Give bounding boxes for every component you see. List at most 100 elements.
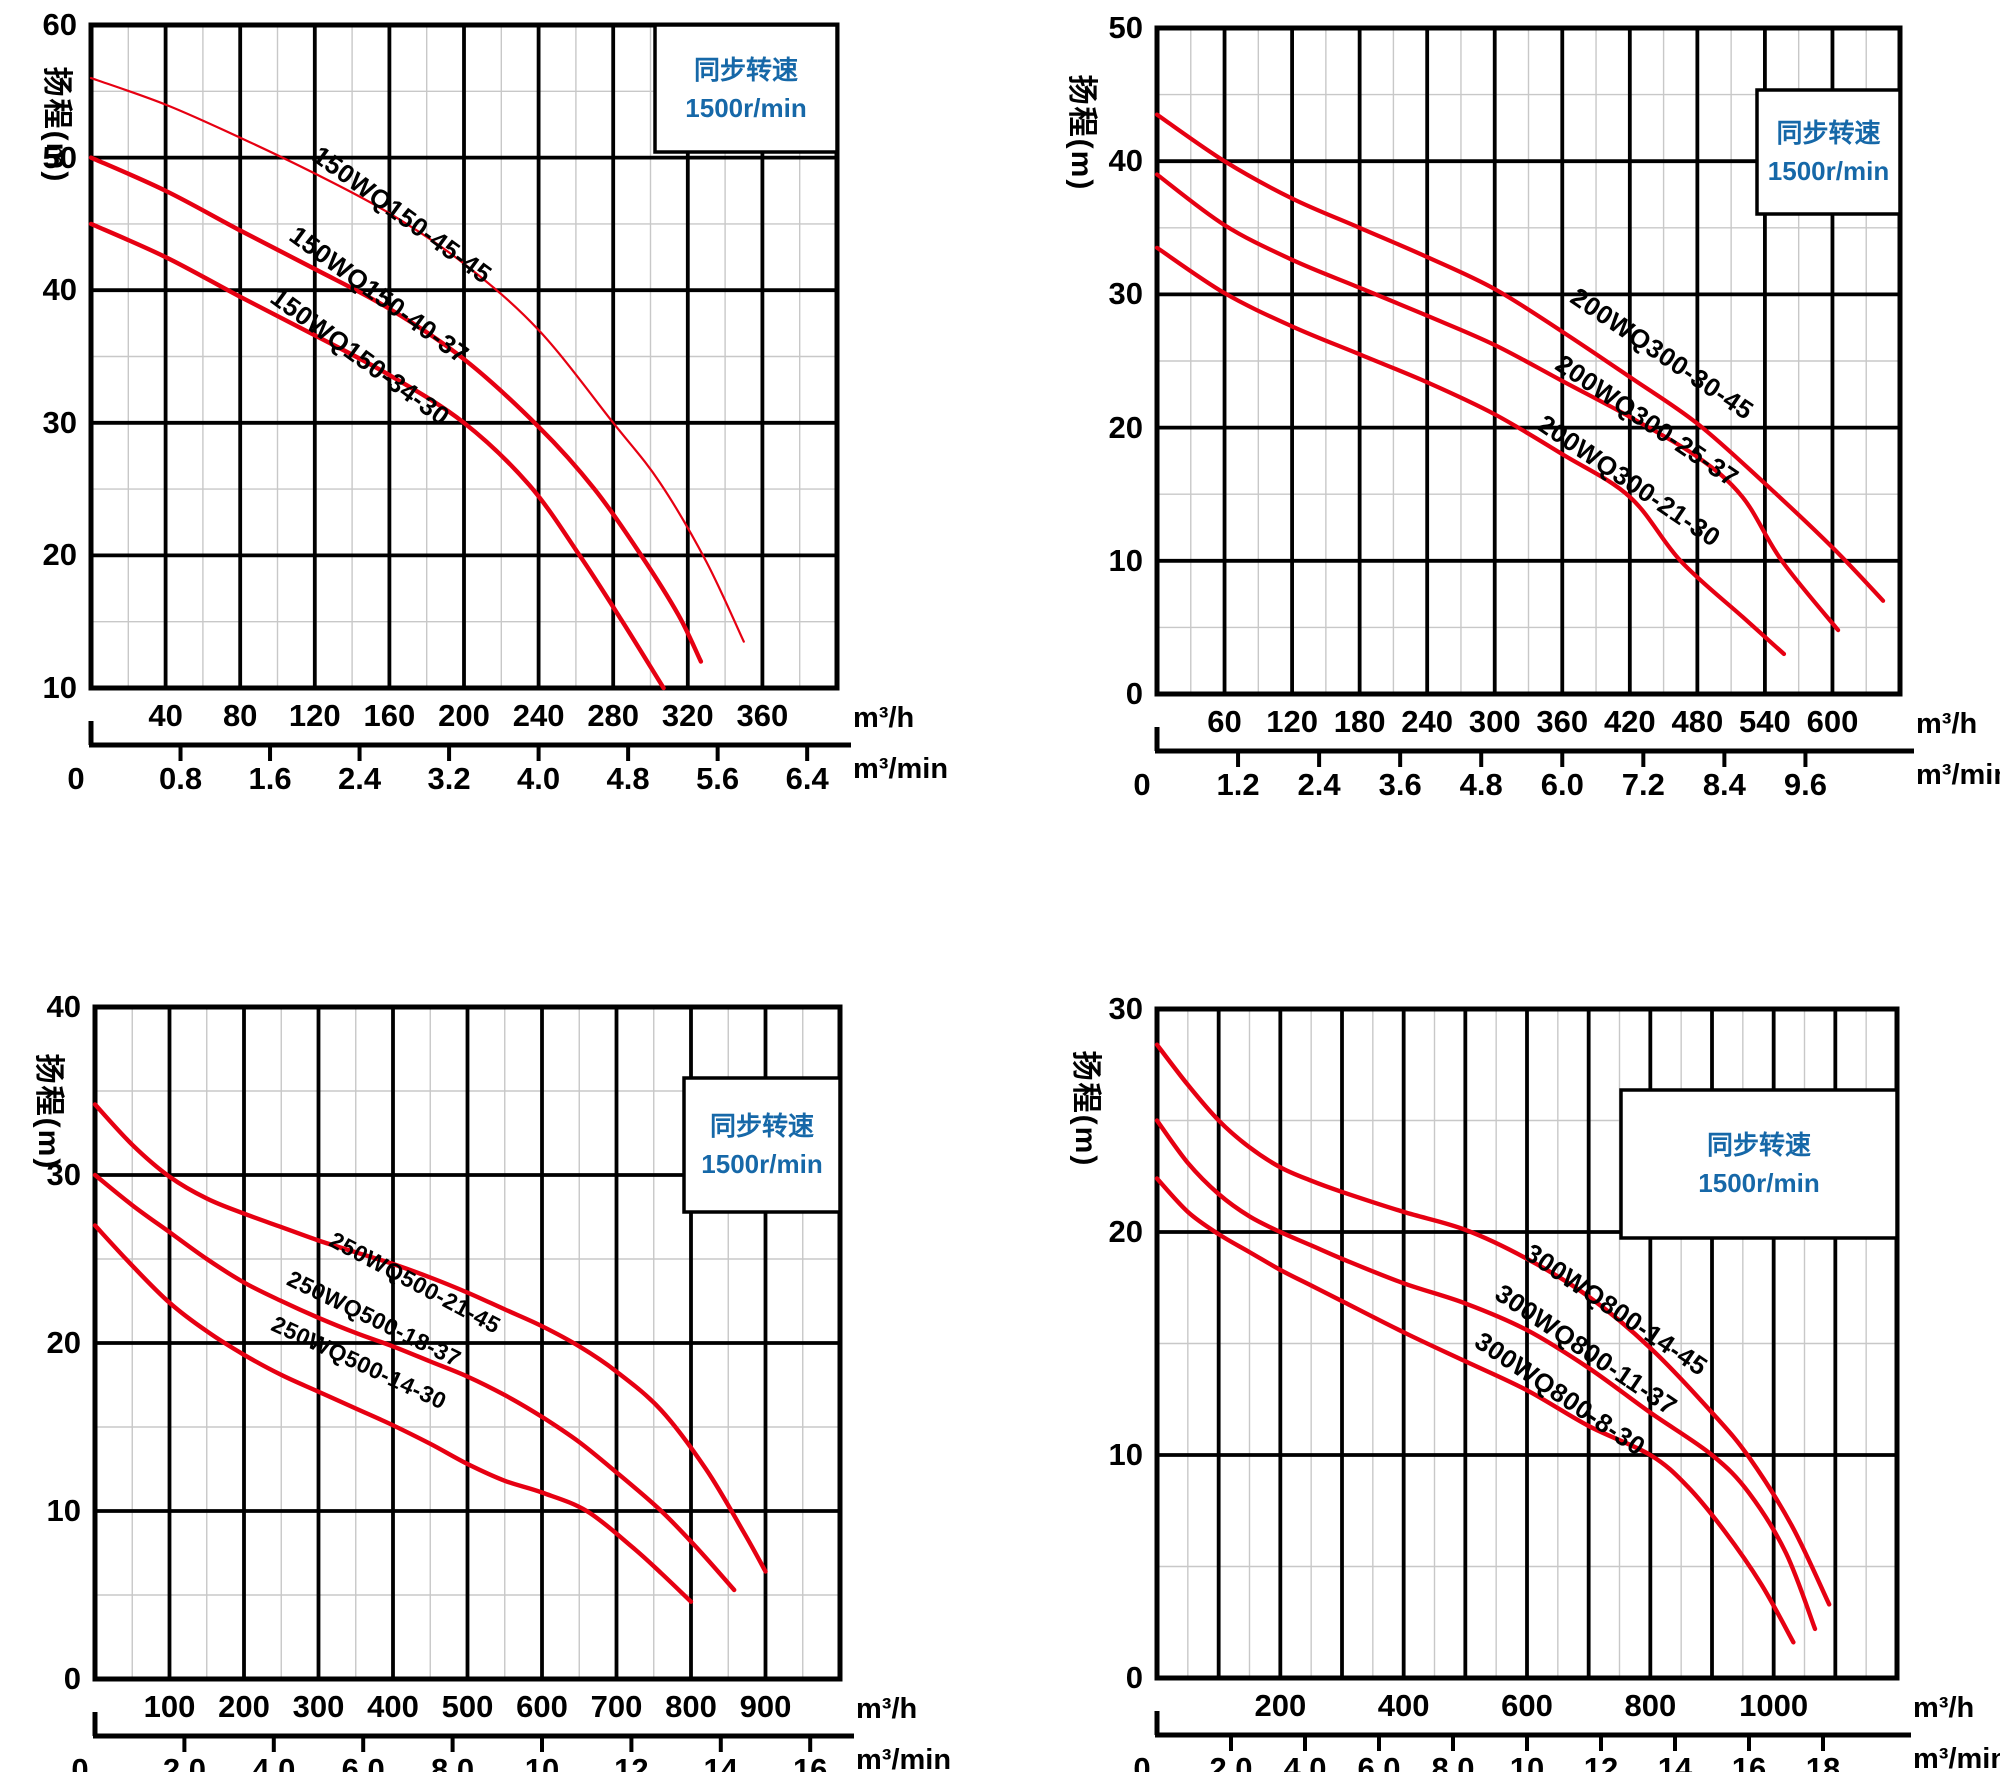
pump-curve-250WQ500-21-45	[92, 1102, 768, 1574]
x-tick-label-m3h: 200	[438, 698, 490, 733]
legend-line2: 1500r/min	[1767, 156, 1890, 186]
x-tick-label-m3min: 14	[703, 1752, 739, 1772]
y-tick-label: 40	[46, 989, 81, 1024]
x-tick-label-m3min: 16	[1731, 1751, 1767, 1772]
x-tick-label-m3h: 320	[661, 698, 714, 733]
y-tick-label: 20	[42, 537, 77, 573]
x-tick-label-m3min: 10	[524, 1752, 560, 1772]
x-tick-label-m3min: 8.0	[431, 1752, 475, 1772]
y-tick-label: 50	[42, 139, 77, 175]
x-tick-label-m3min: 14	[1657, 1751, 1693, 1772]
x-tick-label-m3h: 160	[363, 698, 416, 733]
y-tick-label: 10	[1108, 542, 1143, 578]
x-tick-label-m3min: 4.8	[606, 761, 650, 796]
x-tick-label-m3min: 0	[67, 761, 85, 796]
x-tick-label-m3h: 500	[441, 1689, 494, 1724]
x-tick-label-m3h: 360	[736, 698, 789, 733]
x-tick-label-m3h: 240	[512, 698, 565, 733]
y-tick-label: 20	[1108, 409, 1143, 445]
x-tick-label-m3min: 2.0	[162, 1752, 206, 1772]
y-tick-label: 60	[42, 7, 77, 42]
x-tick-label-m3min: 2.0	[1209, 1751, 1253, 1772]
pump-curve-200WQ300-25-37	[1154, 172, 1841, 633]
pump-curve-150WQ150-45-45	[89, 76, 745, 643]
x-tick-label-m3min: 1.6	[248, 761, 292, 796]
y-tick-label: 10	[42, 670, 77, 705]
x-tick-label-m3min: 0	[71, 1752, 89, 1772]
x-unit-m3min: m³/min	[1916, 759, 2000, 791]
legend-box	[653, 23, 839, 154]
x-tick-label-m3min: 0.8	[158, 761, 203, 796]
x-tick-label-m3h: 40	[148, 698, 183, 733]
y-tick-label: 0	[63, 1661, 81, 1696]
x-tick-label-m3min: 2.4	[337, 761, 382, 796]
x-tick-label-m3h: 80	[222, 698, 258, 733]
x-unit-m3h: m³/h	[1916, 708, 1978, 740]
x-unit-m3min: m³/min	[853, 753, 949, 785]
y-tick-label: 10	[1108, 1437, 1143, 1472]
x-tick-label-m3min: 4.0	[517, 761, 561, 796]
x-tick-label-m3h: 180	[1333, 704, 1386, 739]
pump-curve-200WQ300-30-45	[1154, 112, 1886, 603]
x-tick-label-m3min: 12	[1583, 1751, 1619, 1772]
x-tick-label-m3min: 18	[1805, 1751, 1841, 1772]
legend-box	[1619, 1088, 1899, 1240]
y-tick-label: 0	[1125, 676, 1143, 711]
pump-curve-300WQ800-11-37	[1154, 1118, 1818, 1632]
x-unit-m3h: m³/h	[856, 1693, 918, 1725]
x-unit-m3min: m³/min	[856, 1744, 952, 1772]
legend-line2: 1500r/min	[685, 92, 807, 123]
pump-curve-150WQ150-40-37	[88, 155, 704, 664]
legend-sync-speed: 同步转速 1500r/min	[684, 1078, 840, 1212]
x-tick-label-m3h: 600	[1806, 704, 1859, 739]
y-tick-label: 40	[1108, 143, 1143, 179]
y-tick-label: 10	[46, 1493, 81, 1528]
x-tick-label-m3min: 3.6	[1378, 767, 1422, 802]
legend-line2: 1500r/min	[701, 1149, 823, 1179]
x-tick-label-m3h: 800	[1624, 1688, 1677, 1723]
legend-sync-speed: 同步转速 1500r/min	[1621, 1090, 1897, 1238]
x-tick-label-m3min: 8.0	[1431, 1751, 1475, 1772]
x-tick-label-m3h: 1000	[1739, 1688, 1809, 1723]
plot-border	[1154, 1006, 1900, 1681]
x-tick-label-m3min: 8.4	[1702, 767, 1746, 802]
x-tick-label-m3min: 2.4	[1297, 767, 1341, 802]
m3min-axis	[1154, 727, 1914, 767]
legend-sync-speed: 同步转速 1500r/min	[1757, 90, 1900, 214]
x-tick-label-m3h: 300	[292, 1689, 345, 1724]
x-tick-label-m3h: 200	[218, 1689, 270, 1724]
plot-border	[88, 22, 840, 691]
plot-border	[92, 1004, 843, 1682]
x-tick-label-m3min: 0	[1133, 767, 1151, 802]
m3min-axis	[92, 1712, 854, 1752]
x-tick-label-m3h: 60	[1207, 704, 1242, 739]
y-tick-label: 30	[1108, 276, 1143, 312]
x-tick-label-m3h: 400	[367, 1689, 419, 1724]
x-unit-m3h: m³/h	[853, 702, 915, 734]
x-tick-label-m3h: 280	[587, 698, 640, 733]
plot-border	[1154, 25, 1903, 697]
x-tick-label-m3min: 5.6	[696, 761, 740, 796]
x-tick-label-m3min: 16	[792, 1752, 828, 1772]
x-tick-label-m3h: 300	[1468, 704, 1521, 739]
pump-curve-200WQ300-21-30	[1154, 245, 1787, 657]
x-tick-label-m3h: 100	[143, 1689, 196, 1724]
x-tick-label-m3min: 4.0	[1283, 1751, 1327, 1772]
y-tick-label: 0	[1125, 1660, 1143, 1695]
legend-line1: 同步转速	[709, 1111, 814, 1141]
legend-line1: 同步转速	[693, 54, 798, 85]
x-tick-label-m3min: 10	[1509, 1751, 1545, 1772]
legend-box	[682, 1076, 842, 1214]
y-tick-label: 20	[1108, 1214, 1143, 1249]
x-tick-label-m3min: 0	[1133, 1751, 1151, 1772]
x-tick-label-m3min: 9.6	[1783, 767, 1827, 802]
legend-line1: 同步转速	[1706, 1130, 1811, 1160]
y-tick-label: 30	[46, 1157, 81, 1192]
pump-curve-250WQ500-14-30	[92, 1223, 694, 1604]
